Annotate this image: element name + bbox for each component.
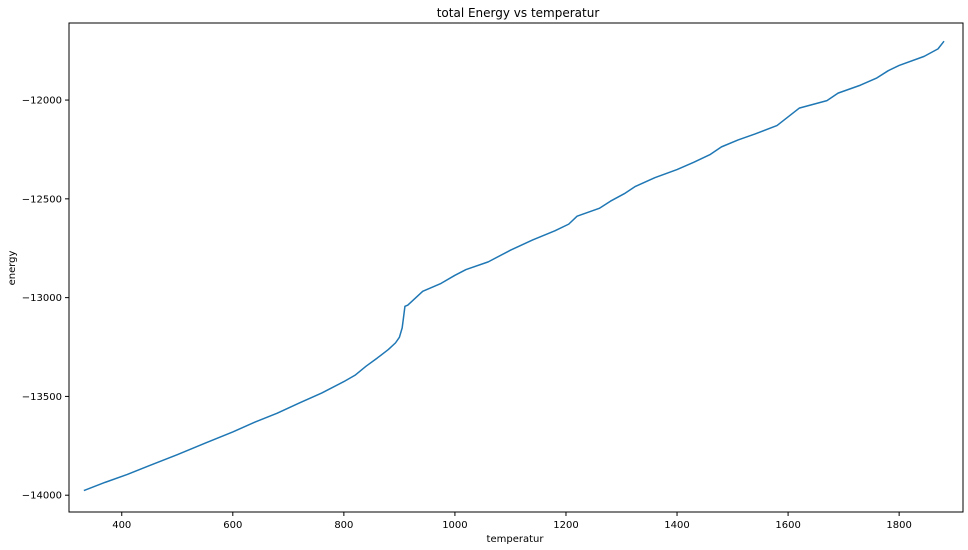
x-tick-label: 1200	[553, 520, 578, 531]
x-tick-label: 1000	[442, 520, 467, 531]
y-axis-label: energy	[7, 250, 18, 285]
y-tick-label: −13000	[22, 293, 62, 304]
x-tick-label: 1600	[775, 520, 800, 531]
plot-frame	[68, 22, 964, 513]
series-line-0	[83, 40, 945, 492]
y-tick-label: −12000	[22, 96, 62, 107]
x-tick-label: 1800	[886, 520, 911, 531]
x-tick-label: 600	[223, 520, 242, 531]
x-tick-label: 1400	[664, 520, 689, 531]
x-tick-label: 400	[112, 520, 131, 531]
plot-area	[68, 22, 964, 513]
y-tick-label: −14000	[22, 491, 62, 502]
y-tick-label: −12500	[22, 194, 62, 205]
axis-ticks: 400 600 800 1000 1200 1400 1600 1800 −14000 −1350…	[22, 96, 912, 531]
x-tick-label: 800	[334, 520, 353, 531]
chart-title: total Energy vs temperatur	[437, 6, 600, 20]
y-tick-label: −13500	[22, 392, 62, 403]
x-axis-label: temperatur	[487, 534, 545, 545]
